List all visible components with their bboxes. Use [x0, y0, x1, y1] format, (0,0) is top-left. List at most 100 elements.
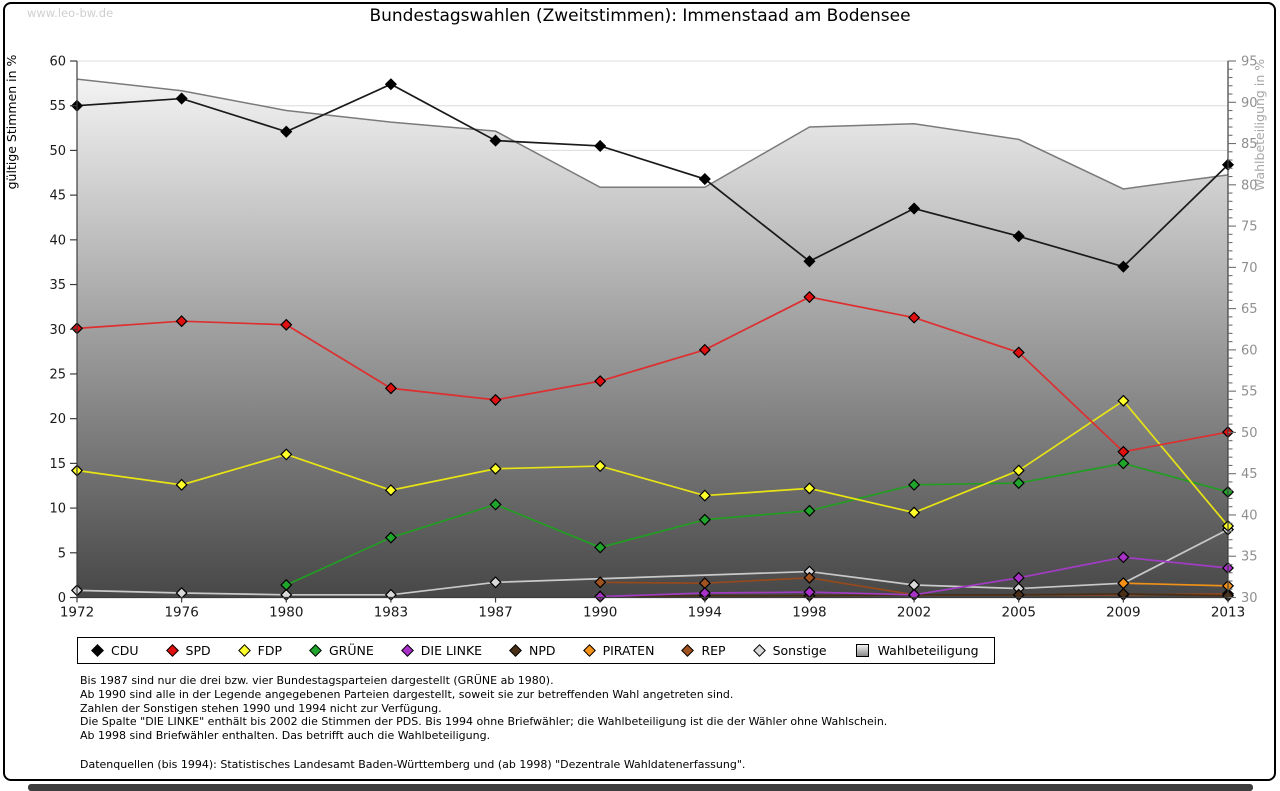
- footnote-line: Bis 1987 sind nur die drei bzw. vier Bun…: [80, 674, 554, 687]
- series-gr-ne: [280, 457, 1235, 592]
- spd-marker-icon: [165, 644, 179, 657]
- footnote-line: Die Spalte "DIE LINKE" enthält bis 2002 …: [80, 715, 888, 729]
- series-fdp: [70, 394, 1235, 533]
- data-point-spd: [803, 291, 816, 304]
- svg-text:85: 85: [1241, 137, 1258, 152]
- data-point-cdu: [489, 134, 502, 147]
- svg-text:1972: 1972: [60, 605, 94, 621]
- series-spd: [70, 291, 1235, 458]
- svg-text:90: 90: [1241, 96, 1258, 111]
- x-axis-ticks: 1972 1976 1980 1983 1987 1990 1994 1998 2002 2005…: [60, 597, 1245, 621]
- svg-text:1980: 1980: [269, 605, 303, 621]
- svg-text:1990: 1990: [583, 605, 617, 621]
- legend-item-cdu: CDU: [91, 643, 139, 658]
- footnote-line: Ab 1990 sind alle in der Legende angegeb…: [80, 687, 734, 701]
- data-point-fdp: [803, 482, 816, 495]
- svg-text:2005: 2005: [1002, 605, 1036, 621]
- svg-text:40: 40: [49, 233, 66, 248]
- data-point-spd: [908, 311, 921, 324]
- data-point-cdu: [803, 255, 816, 268]
- piraten-marker-icon: [582, 644, 596, 657]
- svg-text:50: 50: [49, 144, 66, 159]
- data-point-fdp: [384, 484, 397, 497]
- data-point-cdu: [594, 139, 607, 152]
- svg-text:2013: 2013: [1211, 605, 1245, 621]
- svg-text:20: 20: [49, 412, 66, 427]
- series-die-linke: [594, 551, 1235, 603]
- svg-text:75: 75: [1241, 220, 1258, 235]
- svg-text:1983: 1983: [374, 605, 408, 621]
- left-axis-ticks: 0 5 10 15 20 25 30 35 40 45 50 55 60: [49, 55, 77, 606]
- data-point-rep: [803, 571, 816, 584]
- svg-text:45: 45: [1241, 467, 1258, 482]
- svg-text:60: 60: [49, 55, 66, 70]
- legend-item-npd: NPD: [509, 643, 556, 658]
- data-point-fdp: [1012, 464, 1025, 477]
- legend-item-rep: REP: [681, 643, 726, 658]
- legend-item-spd: SPD: [165, 643, 211, 658]
- svg-text:65: 65: [1241, 302, 1258, 317]
- die-linke-marker-icon: [400, 644, 414, 657]
- svg-text:30: 30: [1241, 591, 1258, 606]
- svg-text:35: 35: [1241, 550, 1258, 565]
- data-point-fdp: [489, 462, 502, 475]
- data-point-spd: [698, 343, 711, 356]
- data-point-cdu: [280, 125, 293, 138]
- svg-text:50: 50: [1241, 426, 1258, 441]
- data-point-fdp: [594, 460, 607, 473]
- sonstige-marker-icon: [752, 644, 766, 657]
- data-source-line: Datenquellen (bis 1994): Statistisches L…: [80, 758, 746, 771]
- data-point-fdp: [175, 478, 188, 491]
- legend-label: PIRATEN: [602, 643, 655, 658]
- svg-text:55: 55: [49, 99, 66, 114]
- legend-label: NPD: [529, 643, 556, 658]
- data-point-rep: [594, 576, 607, 589]
- cdu-marker-icon: [91, 644, 104, 657]
- chart-svg: 0 5 10 15 20 25 30 35 40 45 50 55 60 30 35 40 45 50 55 60 65…: [4, 54, 1267, 621]
- rep-marker-icon: [681, 644, 695, 657]
- data-point-gr-ne: [908, 478, 921, 491]
- bottom-shadow-bar: [28, 784, 1253, 791]
- legend-label: DIE LINKE: [420, 643, 483, 658]
- svg-text:1998: 1998: [792, 605, 826, 621]
- data-point-gr-ne: [384, 531, 397, 544]
- data-point-cdu: [175, 92, 188, 105]
- data-point-gr-ne: [1012, 476, 1025, 490]
- series-wahlbeteiligung: [76, 78, 1229, 598]
- svg-text:1976: 1976: [164, 605, 198, 621]
- data-point-cdu: [1012, 230, 1025, 243]
- gr-ne-marker-icon: [309, 644, 322, 657]
- data-point-spd: [1012, 346, 1025, 359]
- data-point-gr-ne: [1117, 457, 1130, 470]
- data-point-gr-ne: [280, 578, 293, 592]
- legend-item-piraten: PIRATEN: [582, 643, 655, 658]
- legend-label: FDP: [257, 643, 282, 658]
- legend-item-gr-ne: GRÜNE: [309, 643, 374, 658]
- data-point-gr-ne: [489, 498, 502, 511]
- svg-text:15: 15: [49, 457, 66, 472]
- data-point-cdu: [908, 202, 921, 215]
- legend-label: GRÜNE: [328, 643, 374, 658]
- svg-text:10: 10: [49, 502, 66, 517]
- legend-item-wahlbeteiligung: Wahlbeteiligung: [855, 643, 979, 658]
- legend-label: REP: [701, 643, 726, 658]
- data-point-gr-ne: [698, 513, 711, 526]
- legend-label: CDU: [111, 643, 139, 658]
- data-point-spd: [175, 315, 188, 328]
- legend-label: Sonstige: [772, 643, 827, 658]
- chart-footnotes: Bis 1987 sind nur die drei bzw. vier Bun…: [80, 674, 887, 743]
- data-point-gr-ne: [594, 541, 607, 554]
- svg-text:25: 25: [49, 367, 66, 382]
- wahlbeteiligung-marker-icon: [855, 644, 869, 657]
- chart-legend: CDU SPD FDP GRÜNE DIE LINKE NPD PIRATEN REP Sons…: [77, 637, 995, 664]
- series-cdu: [70, 78, 1235, 273]
- data-point-spd: [384, 382, 397, 395]
- svg-text:70: 70: [1241, 261, 1258, 276]
- svg-text:35: 35: [49, 278, 66, 293]
- page-title: Bundestagswahlen (Zweitstimmen): Immenst…: [369, 6, 911, 26]
- data-point-cdu: [1117, 260, 1130, 273]
- data-point-cdu: [698, 172, 711, 186]
- data-point-gr-ne: [803, 504, 816, 517]
- data-point-fdp: [280, 448, 293, 461]
